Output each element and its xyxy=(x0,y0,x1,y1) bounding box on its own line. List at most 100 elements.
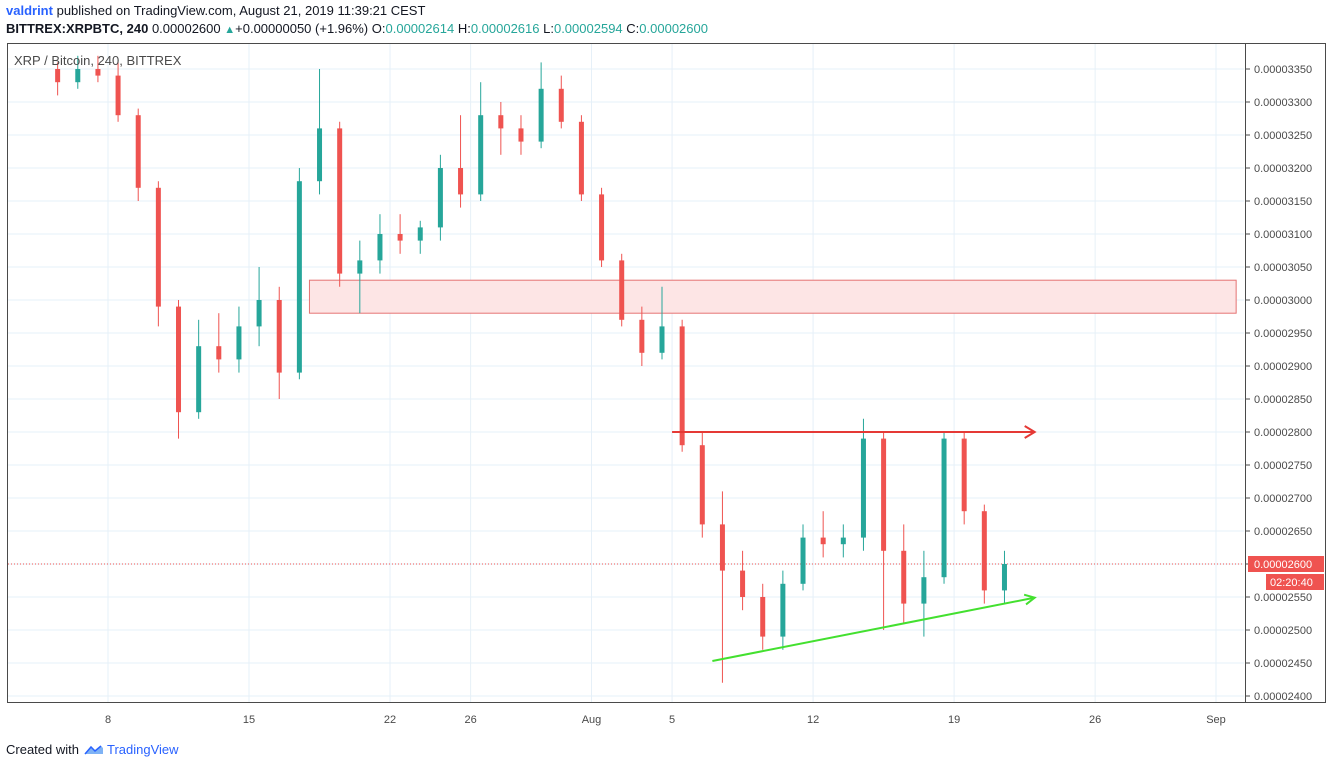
x-tick-label: Sep xyxy=(1206,714,1226,726)
candle-body xyxy=(357,260,363,274)
candle-body xyxy=(659,326,665,353)
y-tick-label: 0.00003200 xyxy=(1254,163,1312,175)
tradingview-link[interactable]: TradingView xyxy=(83,742,179,757)
open-value: 0.00002614 xyxy=(385,21,455,36)
chart-watermark: XRP / Bitcoin, 240, BITTREX xyxy=(14,53,182,68)
candle-body xyxy=(155,187,161,307)
candle-body xyxy=(578,121,584,195)
candle-body xyxy=(437,168,443,228)
y-tick-label: 0.00002700 xyxy=(1254,493,1312,505)
y-tick-label: 0.00002900 xyxy=(1254,361,1312,373)
candle-body xyxy=(337,128,343,274)
y-tick-label: 0.00003050 xyxy=(1254,262,1312,274)
x-tick-label: 12 xyxy=(807,714,819,726)
candle-body xyxy=(820,537,826,545)
candle-body xyxy=(397,234,403,241)
published-text: published on TradingView.com, August 21,… xyxy=(56,3,426,18)
y-tick-label: 0.00002950 xyxy=(1254,328,1312,340)
symbol-label: BITTREX:XRPBTC, 240 xyxy=(6,21,149,36)
y-tick-label: 0.00002450 xyxy=(1254,658,1312,670)
y-tick-label: 0.00002800 xyxy=(1254,427,1312,439)
candle-body xyxy=(176,306,182,413)
x-tick-label: 26 xyxy=(1089,714,1101,726)
candle-body xyxy=(840,537,846,545)
y-tick-label: 0.00003100 xyxy=(1254,229,1312,241)
candle-body xyxy=(115,75,121,116)
candle-body xyxy=(498,115,504,129)
publish-info: valdrint published on TradingView.com, A… xyxy=(6,3,425,18)
candle-body xyxy=(1001,564,1007,591)
candle-body xyxy=(740,570,746,597)
y-tick-label: 0.00003150 xyxy=(1254,196,1312,208)
candle-body xyxy=(921,577,927,604)
price-change: +0.00000050 (+1.96%) xyxy=(235,21,369,36)
candle-body xyxy=(216,346,222,360)
candle-body xyxy=(256,300,262,327)
support-arrow-icon xyxy=(1023,593,1037,606)
resistance-zone xyxy=(308,279,1237,314)
y-tick-label: 0.00002850 xyxy=(1254,394,1312,406)
candle-body xyxy=(55,69,61,83)
resistance-arrow-icon xyxy=(1024,425,1037,439)
chart-pane[interactable] xyxy=(7,43,1245,703)
y-tick-label: 0.00002400 xyxy=(1254,691,1312,703)
x-tick-label: 26 xyxy=(464,714,476,726)
candle-body xyxy=(860,438,866,538)
x-tick-label: 8 xyxy=(105,714,111,726)
candle-body xyxy=(558,88,564,122)
high-label: H: xyxy=(457,21,471,36)
created-with-text: Created with xyxy=(6,742,79,757)
author-name[interactable]: valdrint xyxy=(6,3,53,18)
support-line xyxy=(712,596,1035,663)
high-value: 0.00002616 xyxy=(470,21,540,36)
current-price-label: 0.00002600 xyxy=(1254,559,1312,571)
y-tick-label: 0.00002750 xyxy=(1254,460,1312,472)
y-tick-label: 0.00003000 xyxy=(1254,295,1312,307)
ohlc-legend: BITTREX:XRPBTC, 240 0.00002600 ▲+0.00000… xyxy=(6,21,708,36)
candle-body xyxy=(639,319,645,353)
y-tick-label: 0.00003250 xyxy=(1254,130,1312,142)
close-value: 0.00002600 xyxy=(639,21,708,36)
low-value: 0.00002594 xyxy=(553,21,623,36)
candle-body xyxy=(679,326,685,446)
y-tick-label: 0.00002500 xyxy=(1254,625,1312,637)
candle-body xyxy=(196,346,202,413)
candle-body xyxy=(95,69,101,76)
candle-body xyxy=(458,168,464,195)
candle-body xyxy=(599,194,605,261)
candle-body xyxy=(135,115,141,188)
candle-body xyxy=(538,88,544,142)
candle-body xyxy=(377,234,383,261)
candle-body xyxy=(800,537,806,584)
candle-body xyxy=(236,326,242,360)
x-tick-label: 5 xyxy=(669,714,675,726)
tradingview-logo-icon xyxy=(84,744,103,754)
up-arrow-icon: ▲ xyxy=(224,24,236,36)
candle-body xyxy=(881,438,887,551)
y-tick-label: 0.00002650 xyxy=(1254,526,1312,538)
candle-body xyxy=(276,300,282,373)
price-axis[interactable] xyxy=(1245,43,1326,703)
current-price-badge xyxy=(1248,556,1324,572)
candle-body xyxy=(75,69,81,83)
y-tick-label: 0.00003300 xyxy=(1254,97,1312,109)
candle-body xyxy=(760,597,766,637)
countdown-label: 02:20:40 xyxy=(1270,577,1313,589)
candle-body xyxy=(699,445,705,525)
close-label: C: xyxy=(626,21,640,36)
candle-body xyxy=(619,260,625,320)
x-tick-label: 22 xyxy=(384,714,396,726)
footer: Created with TradingView xyxy=(6,742,179,757)
y-tick-label: 0.00003350 xyxy=(1254,64,1312,76)
candle-body xyxy=(941,438,947,578)
candle-body xyxy=(478,115,484,195)
x-tick-label: Aug xyxy=(582,714,602,726)
candle-body xyxy=(719,524,725,571)
candle-body xyxy=(296,181,302,373)
candle-body xyxy=(317,128,323,182)
last-price: 0.00002600 xyxy=(151,21,221,36)
candle-body xyxy=(518,128,524,142)
open-label: O: xyxy=(371,21,386,36)
tradingview-brand: TradingView xyxy=(106,742,179,757)
